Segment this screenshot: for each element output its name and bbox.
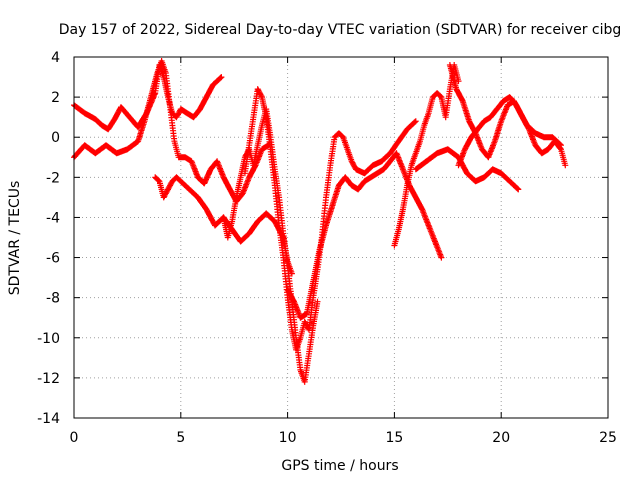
y-tick-label: 2 bbox=[51, 90, 60, 106]
data-points bbox=[71, 58, 569, 385]
y-tick-label: -12 bbox=[37, 371, 60, 387]
series-track-9 bbox=[455, 94, 569, 169]
axis-ticks bbox=[73, 56, 609, 419]
y-axis-label: SDTVAR / TECUs bbox=[7, 181, 23, 296]
x-tick-label: 5 bbox=[176, 430, 185, 446]
y-tick-label: -8 bbox=[46, 291, 60, 307]
y-tick-label: -2 bbox=[46, 170, 60, 186]
y-tick-label: 4 bbox=[51, 50, 60, 66]
x-tick-label: 25 bbox=[599, 430, 617, 446]
chart-title: Day 157 of 2022, Sidereal Day-to-day VTE… bbox=[59, 22, 622, 38]
x-tick-label: 20 bbox=[492, 430, 510, 446]
x-tick-label: 0 bbox=[70, 430, 79, 446]
y-tick-label: 0 bbox=[51, 130, 60, 146]
grid-lines bbox=[74, 57, 608, 418]
series-track-7 bbox=[391, 62, 462, 249]
data-marker bbox=[391, 62, 462, 249]
y-tick-label: -10 bbox=[37, 331, 60, 347]
y-tick-labels: -14 -12 -10 -8 -6 -4 -2 0 2 4 bbox=[37, 50, 60, 427]
data-marker bbox=[412, 146, 522, 193]
x-tick-labels: 0 5 10 15 20 25 bbox=[70, 430, 617, 446]
x-tick-label: 10 bbox=[279, 430, 297, 446]
y-tick-label: -4 bbox=[46, 210, 60, 226]
series-track-10 bbox=[412, 146, 522, 193]
plot-frame bbox=[73, 56, 609, 419]
data-marker bbox=[455, 94, 569, 169]
y-tick-label: -14 bbox=[37, 411, 60, 427]
x-tick-label: 15 bbox=[385, 430, 403, 446]
y-tick-label: -6 bbox=[46, 251, 60, 267]
x-axis-label: GPS time / hours bbox=[281, 458, 398, 474]
